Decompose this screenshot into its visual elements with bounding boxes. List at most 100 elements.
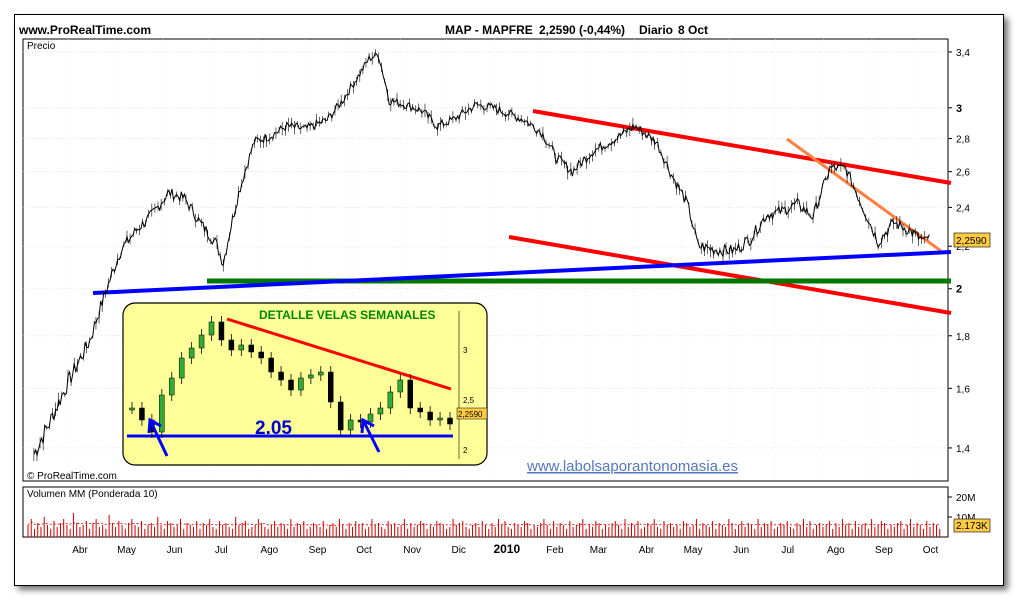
y-tick-label: 2,8 [956,135,970,146]
x-tick-label: Abr [72,545,88,556]
trend-lines [92,109,952,315]
y-axis-label: Precio [27,41,56,52]
y-tick-label: 10M [956,513,975,524]
chart-svg: Precio 3,4 3 2,8 2,6 2,4 2,2 2 1,8 1,6 1,4 2,2590… [22,38,991,556]
inset-candle [258,351,264,359]
inset-candle [427,411,433,421]
price-tag [953,232,991,248]
y-tick-label: 2 [956,284,962,296]
arrow-icon [147,417,169,457]
volume-tag [953,518,991,533]
inset-y-ticks: 32,52 [458,311,475,459]
x-tick-label: Jun [733,545,749,556]
y-tick-label: 1,4 [956,444,970,455]
x-tick-label: Dic [451,545,465,556]
inset-support-label: 2.05 [255,418,292,439]
inset-candle [129,407,135,411]
x-tick-label: 2010 [493,542,520,556]
volume-bars [27,513,941,537]
x-tick-label: Oct [923,545,939,556]
y-tick-label: 1,8 [956,332,970,343]
watermark: www.labolsaporantonomasia.es [526,458,738,475]
inset-y-tick-label: 2 [463,446,468,455]
inset-resistance-line [226,317,452,391]
inset-candle [347,419,354,431]
period-label: Diario [639,23,674,37]
inset-candle [238,344,245,351]
volume-tag-value: 2.173K [956,521,988,532]
main-y-ticks: 3,4 3 2,8 2,6 2,4 2,2 2 1,8 1,6 1,4 [948,48,970,455]
inset-candle [208,321,215,336]
y-tick-label: 20M [956,493,975,504]
volume-y-ticks: 20M 10M [948,493,975,524]
inset-candle [178,357,185,379]
inset-candle [367,413,374,423]
instrument-title: MAP - MAPFRE [445,23,533,37]
x-tick-label: Jun [167,545,183,556]
x-tick-label: Jul [781,545,794,556]
inset-candle [337,401,344,431]
inset-candle [298,377,304,391]
y-tick-label: 3,4 [956,48,970,59]
channel-lower-line [508,235,952,315]
x-tick-label: Feb [546,545,564,556]
footer-site: © ProRealTime.com [27,471,117,482]
y-tick-label: 2,4 [956,203,970,214]
inset-candle [417,407,423,413]
price-series [33,49,930,461]
volume-average-line [27,521,940,527]
x-tick-label: Ago [260,545,278,556]
price-change: 2,2590 (-0,44%) [539,23,626,37]
y-tick-label: 2,2 [956,242,970,253]
x-tick-label: Abr [639,545,655,556]
inset-candle [387,391,394,409]
inset-candle [288,379,294,391]
price-tag-value: 2,2590 [956,236,987,247]
x-axis: Abr May Jun Jul Ago Sep Oct Nov Dic 2010 Feb Mar Abr… [72,542,938,556]
blue-support-line [92,250,952,295]
inset-candle [139,407,145,421]
inset-price-tag-value: 2,2590 [458,410,483,419]
inset-candle [437,417,443,421]
inset-candle [397,379,404,393]
inset-candle [198,334,205,349]
inset-candle [159,394,165,433]
y-tick-label: 1,6 [956,384,970,395]
y-tick-label: 3 [956,103,962,115]
inset-price-tag [456,407,488,420]
inset-series [129,316,453,438]
channel-upper-line [532,109,952,185]
inset-title: DETALLE VELAS SEMANALES [259,308,435,322]
inset-candle [278,371,284,381]
inset-candle [328,371,334,403]
inset-y-tick-label: 3 [463,346,468,355]
x-tick-label: May [684,545,703,556]
inset-candle [218,321,225,341]
inset-candle [447,417,453,425]
x-tick-label: Jul [215,545,228,556]
inset-candle [318,371,324,376]
volume-title: Volumen MM (Ponderada 10) [27,489,158,500]
x-tick-label: Sep [309,545,327,556]
inset-candle [188,347,195,359]
inset-candle [377,407,384,415]
inset-candle [169,377,175,396]
y-tick-label: 2,6 [956,168,970,179]
date-label: 8 Oct [678,23,709,37]
inset-panel [122,302,488,466]
inset-candle [407,379,413,409]
inset-candle [248,344,254,353]
inset-candle [228,339,235,351]
inset-y-tick-label: 2,5 [463,396,475,405]
chart-frame: www.ProRealTime.com MAP - MAPFRE 2,2590 … [14,14,1004,586]
x-tick-label: Mar [590,545,608,556]
x-tick-label: Sep [875,545,893,556]
site-label: www.ProRealTime.com [19,23,152,37]
x-tick-label: May [117,545,136,556]
inset-candle [308,374,314,379]
x-tick-label: Oct [356,545,372,556]
inset-candle [268,357,274,373]
x-tick-label: Nov [403,545,421,556]
arrow-icon [360,417,381,453]
x-tick-label: Ago [827,545,845,556]
